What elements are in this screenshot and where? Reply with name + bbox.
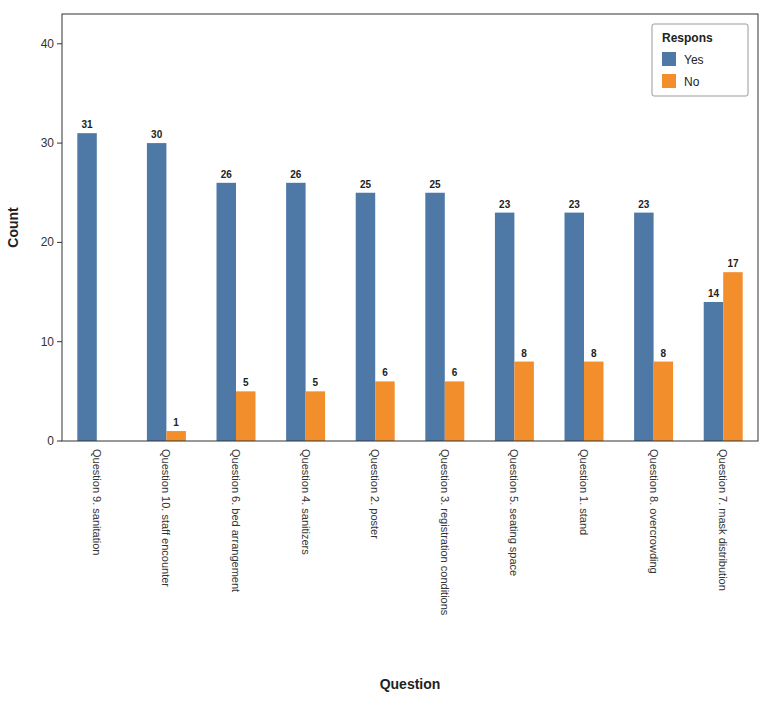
- bar: [236, 391, 255, 441]
- x-tick-label: Question 1. stand: [578, 449, 590, 535]
- x-tick-label: Question 5. seating space: [508, 449, 520, 576]
- y-tick-label: 30: [41, 136, 55, 150]
- x-tick-label: Question 4. sanitizers: [300, 449, 312, 555]
- data-label: 31: [81, 119, 93, 130]
- bar: [704, 302, 723, 441]
- x-tick-label: Question 8. overcrowding: [648, 449, 660, 574]
- bar: [723, 272, 742, 441]
- y-tick-label: 10: [41, 335, 55, 349]
- bar: [375, 381, 394, 441]
- data-label: 8: [661, 348, 667, 359]
- chart: 31 30 26 26 25 25 23 23 23 14 1 5 5 6 6 8 8 8 17 0 10 20 30 40 Q…: [0, 0, 772, 703]
- x-tick-label: Question 2. poster: [369, 449, 381, 539]
- legend-box: [652, 24, 748, 96]
- bar: [286, 183, 305, 441]
- data-label: 1: [173, 417, 179, 428]
- bar: [77, 133, 96, 441]
- bar: [584, 362, 603, 441]
- legend-title: Respons: [662, 31, 713, 45]
- y-tick: [57, 341, 62, 342]
- x-tick-label: Question 7. mask distribution: [717, 449, 729, 591]
- data-label: 14: [708, 288, 720, 299]
- y-tick: [57, 143, 62, 144]
- x-axis-label: Question: [380, 676, 441, 692]
- bar: [565, 213, 584, 441]
- y-tick-label: 40: [41, 37, 55, 51]
- y-tick: [57, 242, 62, 243]
- data-label: 25: [360, 179, 372, 190]
- data-label: 17: [727, 258, 739, 269]
- bar: [306, 391, 325, 441]
- legend-swatch: [662, 52, 676, 66]
- bar: [445, 381, 464, 441]
- x-tick-label: Question 6. bed arrangement: [230, 449, 242, 592]
- data-label: 5: [243, 377, 249, 388]
- data-label: 30: [151, 129, 163, 140]
- data-label: 25: [429, 179, 441, 190]
- bar: [634, 213, 653, 441]
- data-label: 8: [591, 348, 597, 359]
- data-label: 23: [569, 199, 581, 210]
- bar: [147, 143, 166, 441]
- bar: [654, 362, 673, 441]
- legend-label: No: [684, 75, 700, 89]
- y-tick: [57, 441, 62, 442]
- data-label: 26: [290, 169, 302, 180]
- y-tick-label: 0: [47, 434, 54, 448]
- y-tick-label: 20: [41, 235, 55, 249]
- y-axis-label: Count: [5, 207, 21, 248]
- data-label: 6: [452, 367, 458, 378]
- x-tick-label: Question 3. registration conditions: [439, 449, 451, 616]
- bar: [514, 362, 533, 441]
- bar: [425, 193, 444, 441]
- data-label: 23: [499, 199, 511, 210]
- x-tick-label: Question 9. sanitation: [91, 449, 103, 555]
- data-label: 6: [382, 367, 388, 378]
- data-label: 5: [313, 377, 319, 388]
- legend-swatch: [662, 74, 676, 88]
- bars: [77, 133, 742, 441]
- legend: Respons Yes No: [652, 24, 748, 96]
- plot-frame: [62, 14, 758, 441]
- data-label: 8: [521, 348, 527, 359]
- bar: [356, 193, 375, 441]
- legend-label: Yes: [684, 53, 704, 67]
- bar: [166, 431, 185, 441]
- y-tick: [57, 43, 62, 44]
- data-label: 26: [221, 169, 233, 180]
- bar: [217, 183, 236, 441]
- bar: [495, 213, 514, 441]
- data-label: 23: [638, 199, 650, 210]
- x-tick-label: Question 10. staff encounter: [160, 449, 172, 587]
